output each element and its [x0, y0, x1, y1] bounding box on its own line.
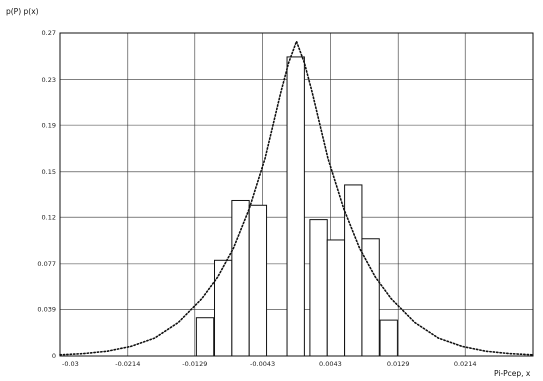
y-axis-label: p(P) p(x): [6, 7, 39, 16]
x-tick-label-3: -0.0043: [250, 360, 275, 368]
y-tick-label-2: 0.077: [37, 260, 56, 268]
y-tick-label-4: 0.15: [42, 168, 56, 176]
x-tick-label-4: 0.0043: [319, 360, 342, 368]
x-tick-label-2: -0.0129: [182, 360, 207, 368]
x-tick-label-0: -0.03: [62, 360, 79, 368]
y-tick-label-0: 0: [52, 352, 56, 360]
histogram-bar-2: [231, 199, 250, 357]
histogram-bar-1: [214, 259, 233, 357]
density-curve: [59, 39, 534, 356]
plot-frame: [59, 32, 534, 357]
y-tick-label-7: 0.27: [42, 29, 56, 37]
histogram-bar-3: [248, 204, 268, 357]
y-tick-label-3: 0.12: [42, 213, 56, 221]
x-axis-label: Pi-Pcep, x: [494, 369, 531, 378]
x-tick-label-6: 0.0214: [454, 360, 477, 368]
histogram-bar-5: [309, 219, 328, 357]
y-tick-label-6: 0.23: [42, 76, 56, 84]
histogram-bar-7: [344, 184, 363, 357]
histogram-bar-4: [286, 56, 305, 357]
y-tick-label-1: 0.039: [37, 306, 56, 314]
y-tick-label-5: 0.19: [42, 121, 56, 129]
x-tick-label-5: 0.0129: [387, 360, 410, 368]
x-tick-label-1: -0.0214: [115, 360, 140, 368]
x-tick-labels: -0.03 -0.0214 -0.0129 -0.0043 0.0043 0.0129 0.…: [62, 360, 477, 368]
histogram-bar-0: [195, 317, 215, 357]
histogram-bar-6: [326, 239, 346, 357]
histogram-bar-9: [379, 319, 398, 357]
y-tick-labels: 0 0.039 0.077 0.12 0.15 0.19 0.23 0.27: [37, 29, 56, 360]
